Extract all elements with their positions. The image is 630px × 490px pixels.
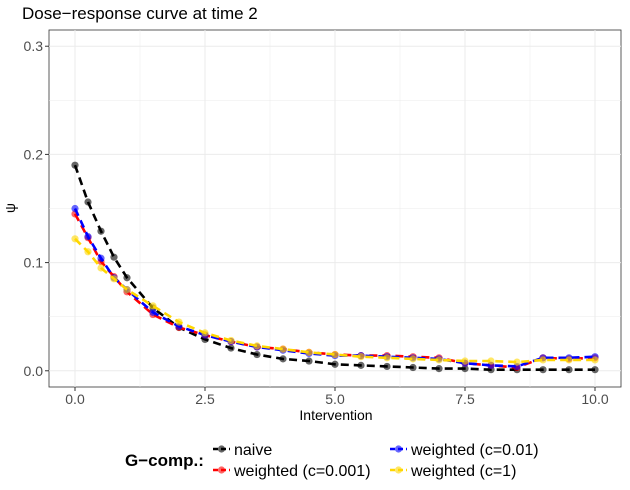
point-weighted-c-1	[591, 356, 599, 364]
legend: G−comp.: naive weighted (c=0.001) weighted…	[125, 442, 539, 480]
legend-item-weighted-c-1: weighted (c=1)	[390, 463, 516, 480]
point-weighted-c-1	[539, 356, 547, 364]
series-naive	[71, 161, 599, 374]
point-weighted-c-1	[383, 354, 391, 362]
line-weighted-c-1	[74, 237, 595, 364]
grid-layer	[49, 30, 621, 387]
point-weighted-c-1	[331, 350, 339, 359]
point-weighted-c-1	[513, 358, 521, 366]
legend-key-point	[394, 466, 403, 474]
legend-label: weighted (c=1)	[410, 463, 516, 480]
y-tick-label: 0.2	[24, 146, 44, 162]
x-tick-label: 7.5	[455, 391, 475, 407]
x-tick-label: 5.0	[325, 391, 345, 407]
x-axis-title: Intervention	[299, 407, 372, 423]
ticks-layer: 0.0 2.5 5.0 7.5 10.0 0.0 0.1 0.2 0.3	[24, 38, 609, 407]
series-layer	[71, 161, 599, 374]
point-weighted-c-1	[409, 355, 417, 363]
legend-label: weighted (c=0.001)	[233, 463, 371, 480]
legend-label: weighted (c=0.01)	[410, 442, 539, 459]
x-tick-label: 2.5	[195, 391, 215, 407]
point-weighted-c-1	[435, 356, 443, 364]
legend-key-point	[217, 445, 226, 453]
legend-key-point	[394, 445, 403, 453]
y-tick-label: 0.0	[24, 363, 44, 379]
line-naive	[73, 164, 595, 372]
y-tick-label: 0.3	[24, 38, 44, 54]
series-weighted-c-1	[71, 235, 599, 366]
point-weighted-c-1	[461, 357, 469, 365]
legend-item-naive: naive	[213, 442, 272, 459]
legend-key-point	[217, 466, 226, 474]
legend-title: G−comp.:	[125, 451, 204, 470]
y-tick-label: 0.1	[24, 255, 44, 271]
point-weighted-c-1	[357, 353, 365, 361]
legend-item-weighted-c-0-001: weighted (c=0.001)	[213, 463, 371, 480]
x-tick-label: 0.0	[65, 391, 85, 407]
point-weighted-c-1	[253, 342, 261, 350]
chart-title: Dose−response curve at time 2	[22, 4, 258, 23]
point-weighted-c-1	[487, 357, 495, 365]
point-weighted-c-1	[305, 348, 313, 356]
point-weighted-c-1	[565, 356, 573, 364]
x-tick-label: 10.0	[581, 391, 608, 407]
y-axis-title: ψ	[2, 203, 18, 213]
point-weighted-c-1	[279, 345, 287, 353]
legend-item-weighted-c-0-01: weighted (c=0.01)	[390, 442, 539, 459]
legend-label: naive	[234, 442, 272, 459]
